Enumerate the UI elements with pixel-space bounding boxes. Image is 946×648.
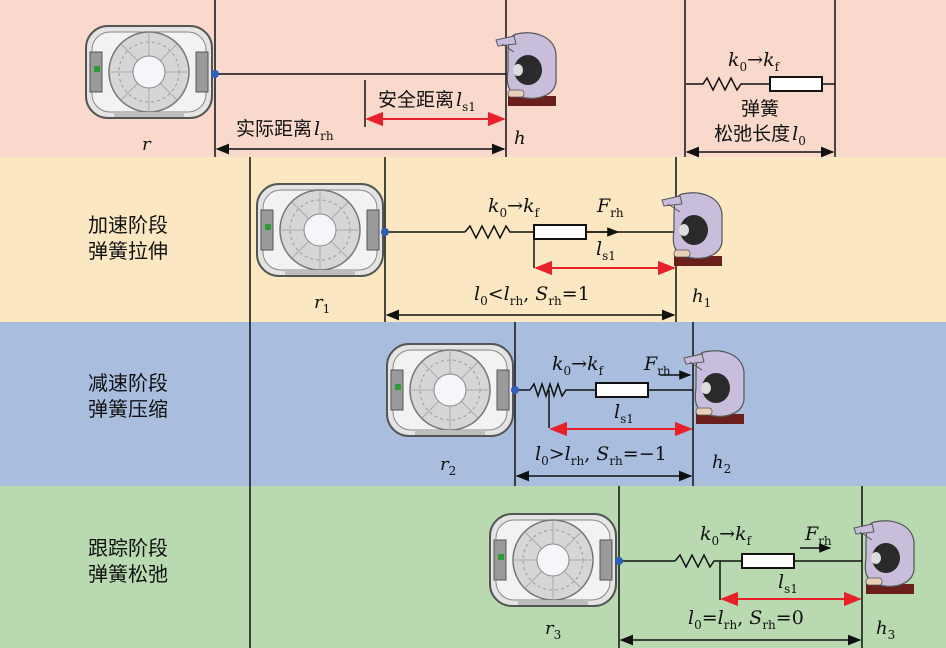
stage-decel: 减速阶段 弹簧压缩 r2 k0→kf Frh ls1 h2 l0>lrh, Sr…	[88, 322, 745, 486]
stage-accel-title-1: 加速阶段	[88, 213, 168, 237]
joint-3	[615, 557, 623, 565]
robot-3-icon	[489, 513, 617, 607]
stage-accel: 加速阶段 弹簧拉伸 r1 k0→kf Frh ls1 h1 l0<lrh, Sr…	[88, 157, 723, 322]
band-accel	[0, 157, 946, 322]
stage-decel-title-2: 弹簧压缩	[88, 397, 168, 421]
top-joint	[211, 70, 219, 78]
safe-distance-label: 安全距离 ls1	[378, 89, 476, 114]
safe-distance-1-label: ls1	[596, 238, 616, 263]
robot-top-label: r	[142, 134, 152, 155]
robot-1-label: r1	[314, 292, 330, 316]
stiffness-3-label: k0→kf	[700, 523, 753, 548]
legend-relaxed-length-label: 松弛长度 l0	[714, 123, 806, 148]
damper-3-icon	[741, 553, 795, 569]
joint-1	[381, 228, 389, 236]
robot-2-icon	[386, 343, 514, 437]
condition-3-label: l0=lrh, Srh=0	[688, 607, 804, 632]
spring-1-icon	[464, 224, 534, 240]
robot-3-label: r3	[545, 618, 561, 642]
robot-2-label: r2	[440, 454, 456, 478]
condition-1-label: l0<lrh, Srh=1	[474, 283, 590, 308]
damper-1-icon	[533, 224, 587, 240]
stage-track: 跟踪阶段 弹簧松弛 r3 k0→kf Frh ls1 h3 l0=lrh, Sr…	[88, 486, 915, 648]
force-3-label: Frh	[804, 523, 832, 548]
human-3-label: h3	[876, 618, 895, 642]
spring-2-icon	[529, 381, 596, 399]
force-2-label: Frh	[643, 353, 671, 378]
damper-2-icon	[595, 382, 649, 398]
condition-2-label: l0>lrh, Srh=−1	[535, 443, 667, 468]
joint-2	[511, 386, 519, 394]
legend-spring-label: 弹簧	[741, 98, 779, 120]
stage-track-title-1: 跟踪阶段	[88, 536, 168, 560]
actual-distance-label: 实际距离 lrh	[236, 118, 334, 143]
force-1-label: Frh	[596, 195, 624, 220]
human-top-label: h	[514, 128, 526, 149]
stiffness-1-label: k0→kf	[488, 195, 541, 220]
stiffness-2-label: k0→kf	[552, 353, 605, 378]
legend-stiffness-label: k0→kf	[728, 49, 781, 74]
human-2-label: h2	[712, 452, 731, 476]
human-1-label: h1	[692, 286, 711, 310]
legend-damper-icon	[769, 76, 823, 92]
stage-track-title-2: 弹簧松弛	[88, 562, 168, 586]
robot-1-icon	[256, 183, 384, 277]
robot-top-icon	[85, 25, 213, 119]
spring-3-icon	[674, 553, 742, 569]
stage-accel-title-2: 弹簧拉伸	[88, 239, 168, 263]
stage-decel-title-1: 减速阶段	[88, 371, 168, 395]
legend-spring-icon	[686, 76, 770, 92]
